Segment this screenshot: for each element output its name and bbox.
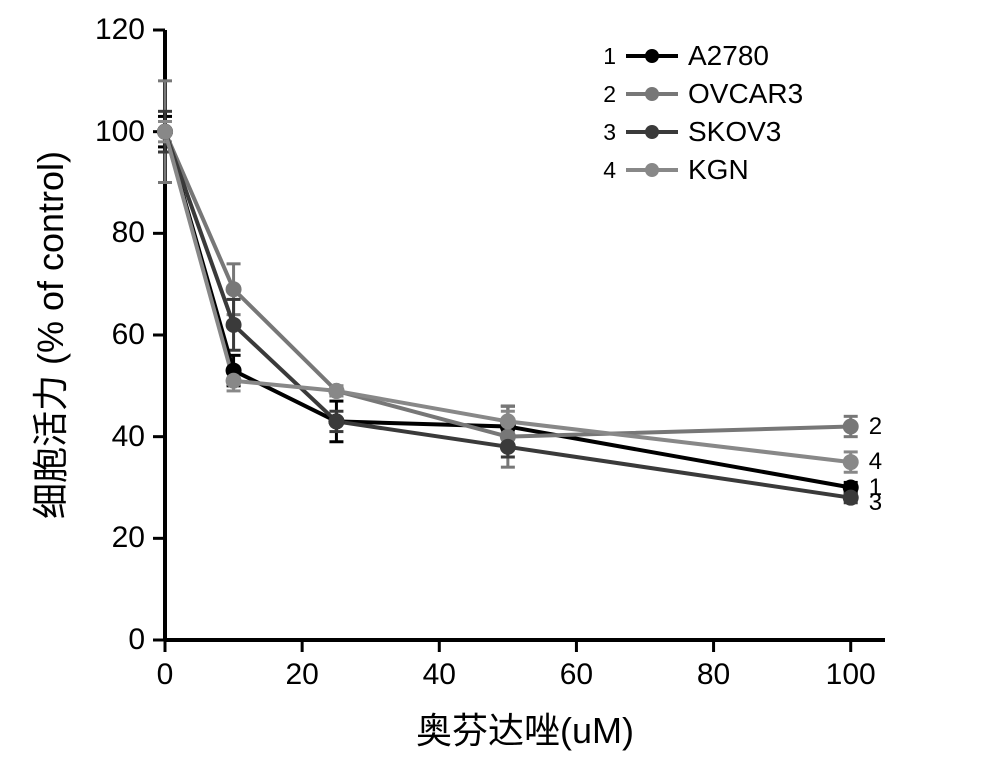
x-tick-label: 60 bbox=[560, 658, 593, 692]
y-tick-label: 20 bbox=[112, 521, 145, 555]
y-tick-label: 120 bbox=[95, 13, 145, 47]
x-tick-label: 40 bbox=[423, 658, 456, 692]
chart-container: 细胞活力 (% of control) 奥芬达唑(uM) 1A27802OVCA… bbox=[0, 0, 1000, 780]
x-tick-label: 80 bbox=[697, 658, 730, 692]
x-tick-label: 0 bbox=[157, 658, 174, 692]
y-tick-label: 0 bbox=[128, 623, 145, 657]
y-tick-label: 40 bbox=[112, 420, 145, 454]
series-end-label: 3 bbox=[869, 489, 882, 517]
x-tick-label: 20 bbox=[285, 658, 318, 692]
series-end-label: 4 bbox=[869, 448, 882, 476]
y-tick-label: 60 bbox=[112, 318, 145, 352]
y-tick-label: 100 bbox=[95, 115, 145, 149]
x-tick-label: 100 bbox=[826, 658, 876, 692]
y-tick-label: 80 bbox=[112, 216, 145, 250]
series-end-label: 2 bbox=[869, 413, 882, 441]
